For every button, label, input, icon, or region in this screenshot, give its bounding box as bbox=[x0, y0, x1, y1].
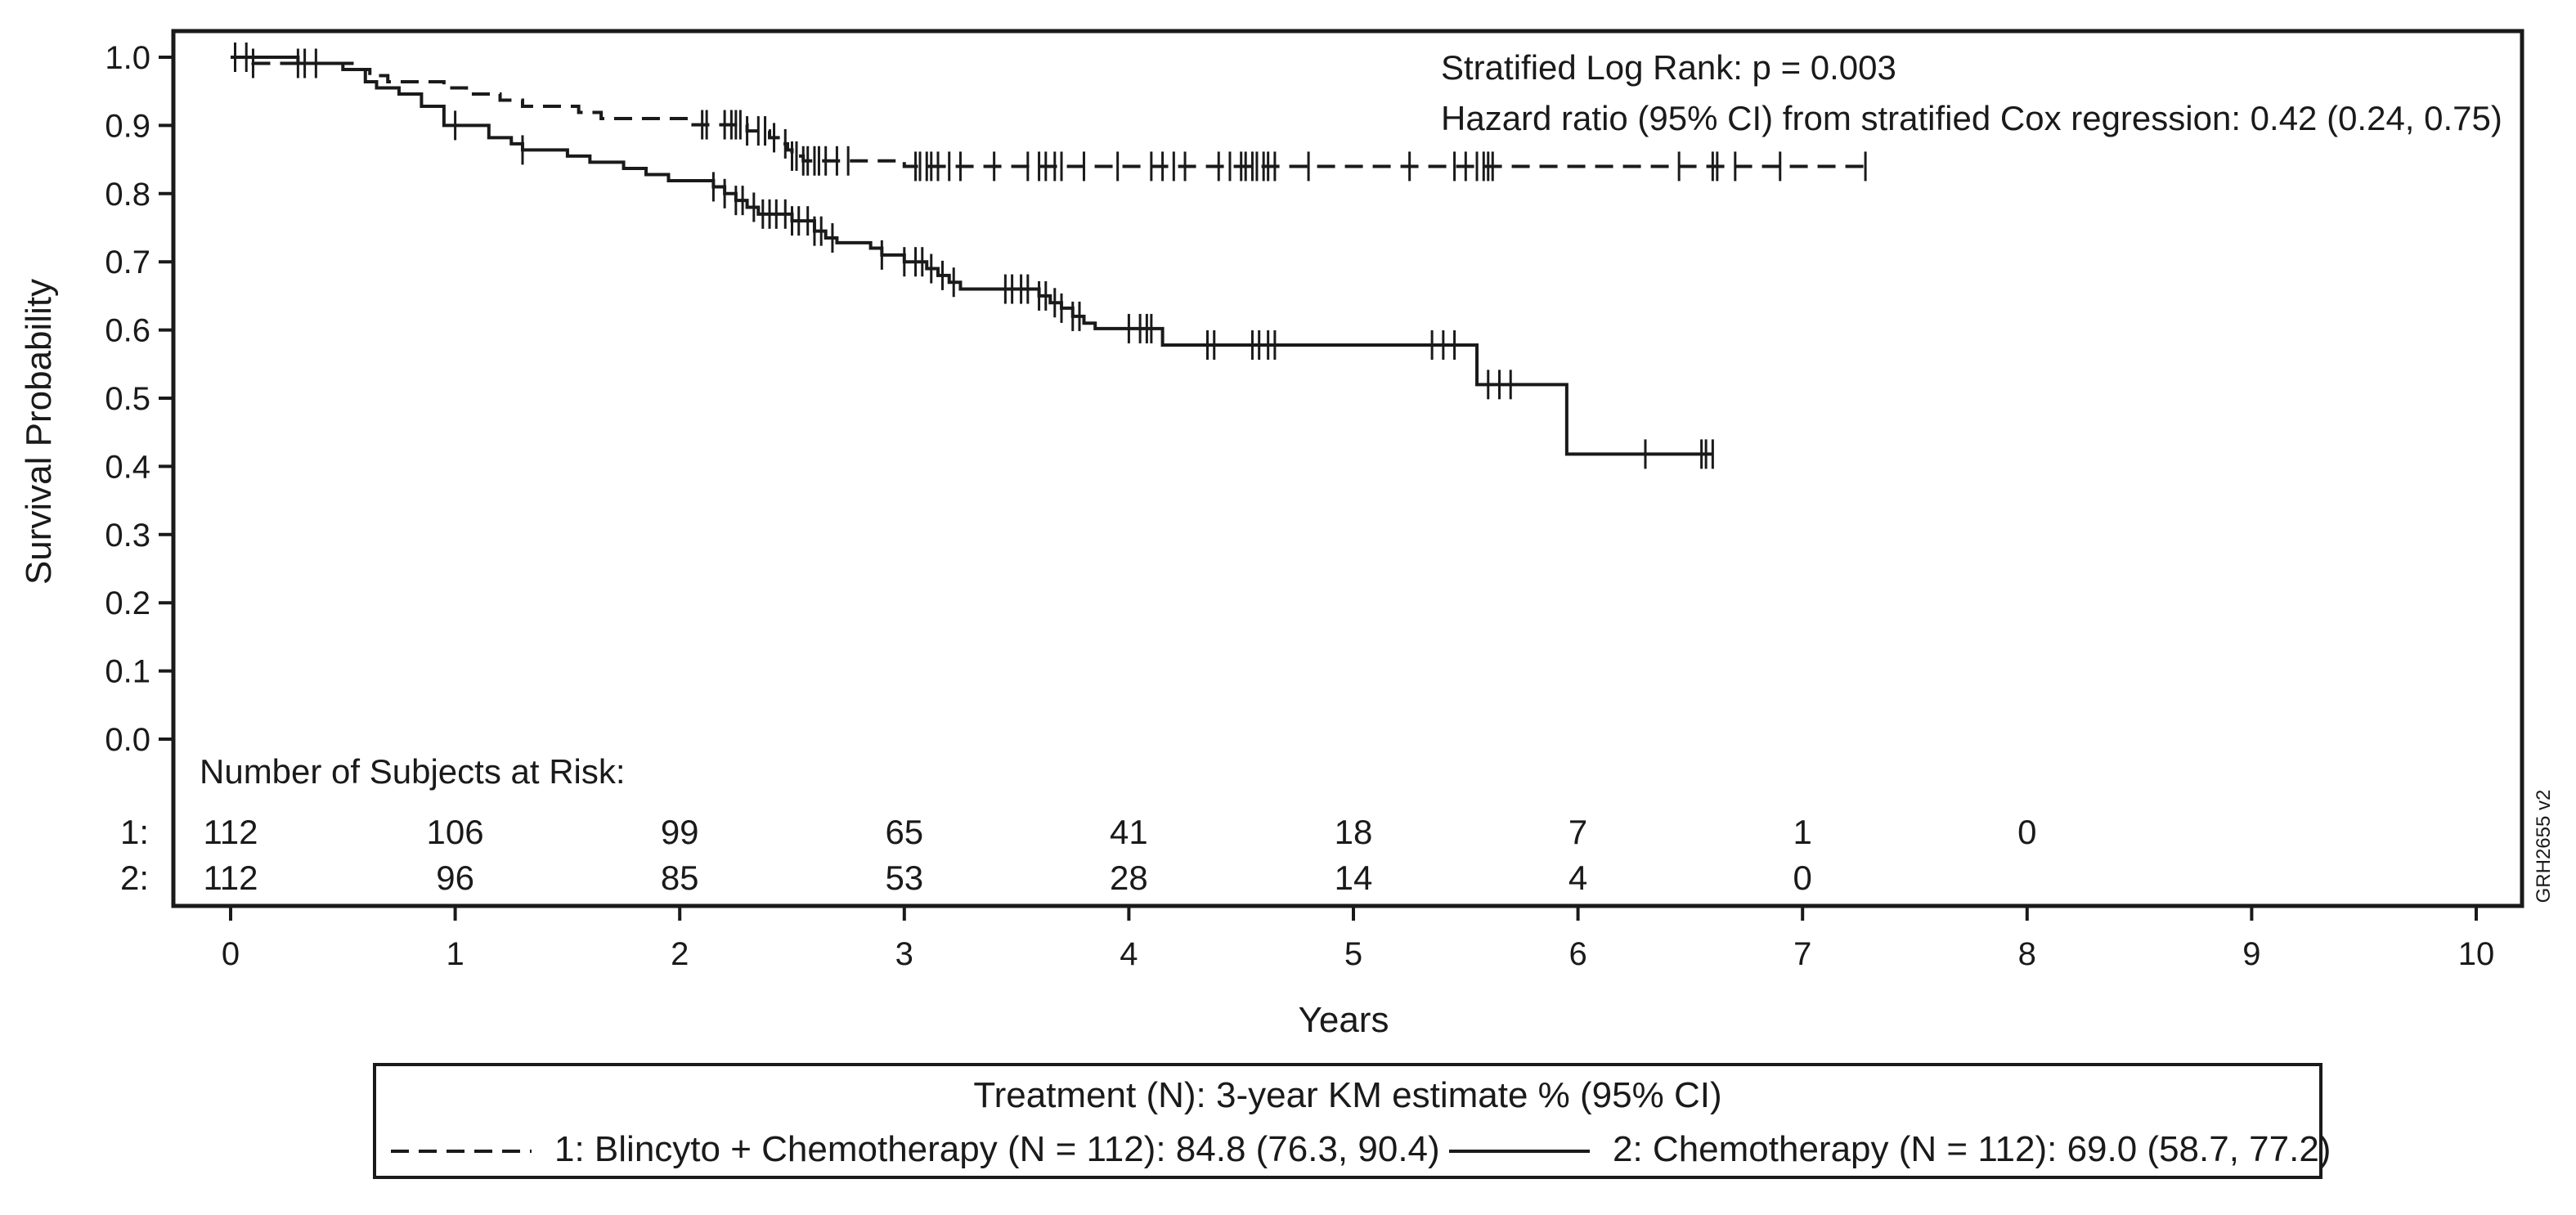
annotation-hazard-ratio: Hazard ratio (95% CI) from stratified Co… bbox=[1441, 99, 2502, 137]
annotation-logrank: Stratified Log Rank: p = 0.003 bbox=[1441, 48, 1896, 87]
x-tick-label: 10 bbox=[2458, 936, 2495, 972]
legend-frame bbox=[373, 1063, 2322, 1179]
x-tick-label: 1 bbox=[446, 936, 464, 972]
y-axis-ticks: 0.0 0.1 0.2 0.3 0.4 0.5 0.6 0.7 0.8 0.9 1.0 bbox=[105, 40, 173, 758]
x-tick-label: 7 bbox=[1793, 936, 1811, 972]
risk-value: 4 bbox=[1568, 859, 1587, 897]
figure-id-watermark: GRH2655 v2 bbox=[2533, 790, 2555, 903]
legend-title: Treatment (N): 3-year KM estimate % (95%… bbox=[973, 1075, 1721, 1115]
y-tick-label: 0.5 bbox=[105, 381, 150, 417]
x-tick-label: 8 bbox=[2018, 936, 2036, 972]
risk-value: 28 bbox=[1110, 859, 1148, 897]
legend-box: Treatment (N): 3-year KM estimate % (95%… bbox=[373, 1063, 2331, 1179]
risk-table: 1: 112 106 99 65 41 18 7 1 0 2: 112 96 85 53 28 14 4 0 bbox=[120, 813, 2037, 897]
legend-label-series-1: 1: Blincyto + Chemotherapy (N = 112): 84… bbox=[554, 1129, 1440, 1169]
x-tick-label: 4 bbox=[1120, 936, 1138, 972]
risk-value: 106 bbox=[427, 813, 484, 851]
legend-label-series-2: 2: Chemotherapy (N = 112): 69.0 (58.7, 7… bbox=[1613, 1129, 2331, 1169]
y-tick-label: 0.7 bbox=[105, 244, 150, 280]
y-tick-label: 0.8 bbox=[105, 177, 150, 213]
x-tick-label: 6 bbox=[1568, 936, 1586, 972]
risk-value: 65 bbox=[885, 813, 923, 851]
risk-value: 85 bbox=[661, 859, 699, 897]
y-tick-label: 1.0 bbox=[105, 40, 150, 76]
x-tick-label: 9 bbox=[2242, 936, 2260, 972]
risk-row-label: 1: bbox=[120, 813, 149, 851]
risk-row-label: 2: bbox=[120, 859, 149, 897]
y-tick-label: 0.0 bbox=[105, 722, 150, 758]
risk-value: 112 bbox=[204, 813, 258, 851]
x-tick-label: 2 bbox=[671, 936, 689, 972]
risk-value: 53 bbox=[885, 859, 923, 897]
risk-value: 112 bbox=[204, 859, 258, 897]
y-tick-label: 0.9 bbox=[105, 108, 150, 144]
risk-value: 14 bbox=[1335, 859, 1373, 897]
risk-value: 0 bbox=[2017, 813, 2036, 851]
x-axis-label: Years bbox=[1299, 1000, 1389, 1040]
risk-value: 18 bbox=[1335, 813, 1373, 851]
plot-frame bbox=[171, 29, 2524, 908]
risk-value: 41 bbox=[1110, 813, 1148, 851]
risk-value: 99 bbox=[661, 813, 699, 851]
y-tick-label: 0.2 bbox=[105, 585, 150, 621]
x-axis-ticks: 0 1 2 3 4 5 6 7 8 9 10 bbox=[222, 906, 2494, 972]
risk-value: 0 bbox=[1793, 859, 1812, 897]
x-tick-label: 5 bbox=[1344, 936, 1362, 972]
x-tick-label: 0 bbox=[222, 936, 240, 972]
y-tick-label: 0.1 bbox=[105, 654, 150, 690]
y-tick-label: 0.3 bbox=[105, 518, 150, 554]
risk-value: 1 bbox=[1793, 813, 1812, 851]
risk-value: 96 bbox=[436, 859, 474, 897]
x-tick-label: 3 bbox=[895, 936, 913, 972]
y-axis-label: Survival Probability bbox=[19, 279, 59, 585]
censor-marks bbox=[233, 43, 1867, 469]
y-tick-label: 0.4 bbox=[105, 449, 150, 485]
y-tick-label: 0.6 bbox=[105, 313, 150, 349]
risk-value: 7 bbox=[1568, 813, 1587, 851]
risk-table-title: Number of Subjects at Risk: bbox=[200, 752, 626, 791]
